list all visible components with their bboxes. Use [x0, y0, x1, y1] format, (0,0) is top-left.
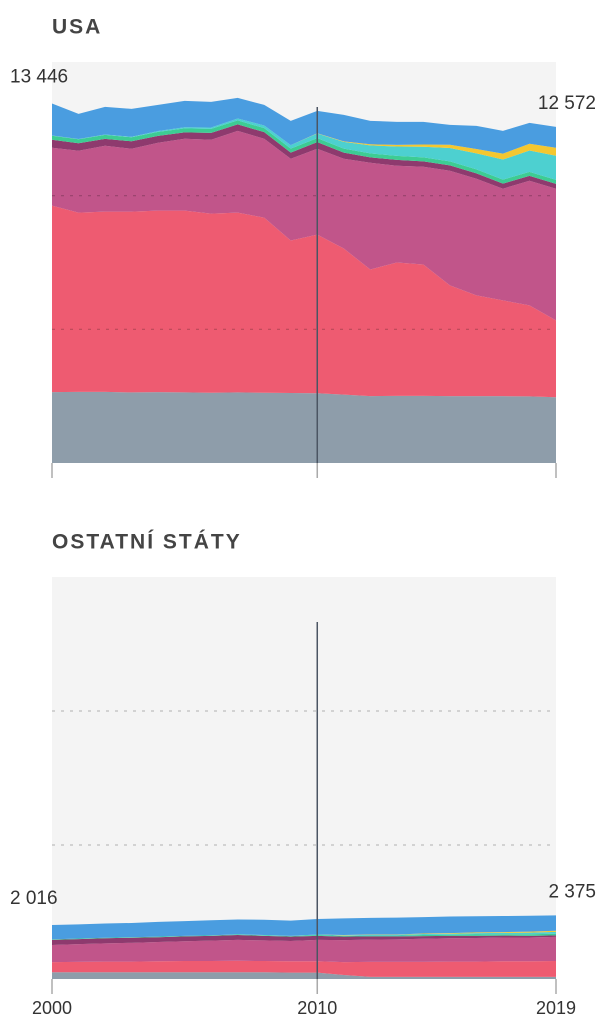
- start-total-label: 2 016: [10, 888, 58, 909]
- area-series: [52, 118, 556, 180]
- x-tick-label: 2000: [32, 998, 72, 1018]
- end-total-label: 2 375: [548, 881, 596, 902]
- area-series: [52, 960, 556, 977]
- area-series: [52, 931, 556, 940]
- area-series: [52, 972, 556, 979]
- x-tick-label: 2010: [297, 998, 337, 1018]
- area-series: [52, 915, 556, 940]
- area-series: [52, 391, 556, 463]
- panel-title: USA: [52, 16, 102, 39]
- end-total-label: 12 572: [538, 93, 596, 114]
- x-tick-label: 2019: [536, 998, 576, 1018]
- panel-title: OSTATNÍ STÁTY: [52, 531, 242, 554]
- start-total-label: 13 446: [10, 67, 68, 88]
- area-series: [52, 130, 556, 321]
- plot-background: [52, 577, 556, 979]
- area-series: [52, 936, 556, 963]
- area-series: [52, 205, 556, 398]
- area-series: [52, 935, 556, 945]
- area-series: [52, 97, 556, 154]
- area-series: [52, 118, 556, 160]
- area-series: [52, 933, 556, 940]
